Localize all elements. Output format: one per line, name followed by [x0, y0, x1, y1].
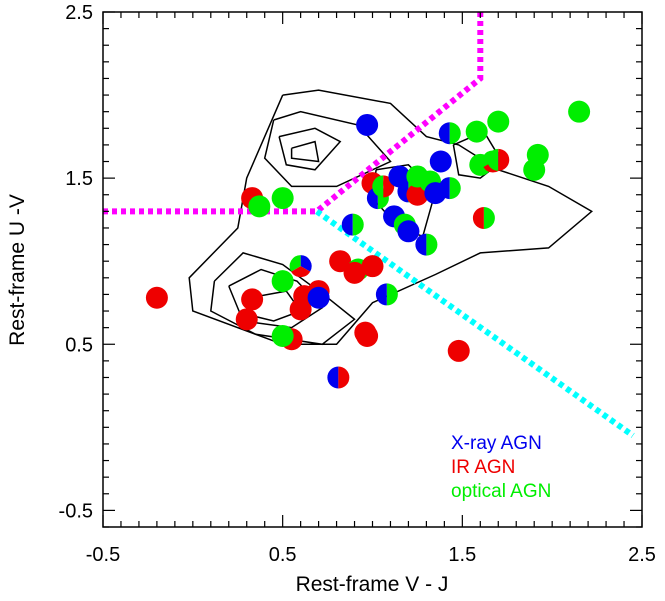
agn-point-43	[472, 207, 495, 229]
point-half-left	[438, 122, 450, 145]
legend-optical-agn: optical AGN	[451, 481, 551, 502]
point-half-right	[338, 366, 350, 389]
point-marker	[447, 339, 470, 362]
point-marker	[343, 261, 366, 284]
agn-point-6	[271, 270, 294, 293]
agn-point-37	[429, 150, 452, 173]
x-tick-labels: -0.5 0.5 1.5 2.5	[86, 544, 656, 566]
agn-point-13	[307, 286, 330, 309]
point-wedge	[291, 266, 311, 278]
agn-point-49	[568, 100, 591, 123]
point-marker	[271, 324, 294, 347]
agn-point-39	[438, 177, 461, 200]
agn-point-41	[465, 120, 488, 143]
point-half-right	[352, 213, 364, 236]
point-marker	[487, 110, 510, 133]
agn-point-18	[343, 261, 366, 284]
point-half-left	[472, 207, 484, 229]
point-marker	[361, 255, 384, 278]
point-marker	[145, 286, 168, 309]
agn-point-22	[361, 255, 384, 278]
point-marker	[241, 288, 264, 311]
y-axis-label: Rest-frame U -V	[6, 194, 29, 346]
agn-point-46	[487, 110, 510, 133]
point-marker	[465, 120, 488, 143]
point-wedge	[289, 255, 301, 272]
point-marker	[248, 195, 271, 218]
agn-point-21	[356, 113, 379, 136]
point-marker	[307, 286, 330, 309]
point-half-left	[415, 233, 427, 256]
point-marker	[568, 100, 591, 123]
point-half-right	[483, 207, 495, 229]
y-tick-label: 1.5	[65, 168, 93, 190]
x-tick-label: 0.5	[269, 544, 297, 566]
agn-point-40	[447, 339, 470, 362]
selection-lines	[103, 12, 635, 439]
agn-point-30	[397, 220, 420, 243]
agn-point-26	[375, 283, 398, 306]
point-marker	[397, 220, 420, 243]
legend-ir-agn: IR AGN	[451, 457, 515, 478]
point-marker	[429, 150, 452, 173]
point-half-right	[386, 283, 398, 306]
x-tick-label: 1.5	[448, 544, 476, 566]
point-half-left	[372, 175, 384, 198]
point-half-right	[449, 177, 461, 200]
y-tick-labels: -0.5 0.5 1.5 2.5	[59, 2, 93, 522]
y-tick-label: -0.5	[59, 500, 93, 522]
point-half-left	[397, 180, 409, 203]
agn-point-34	[415, 233, 438, 256]
agn-point-4	[235, 308, 258, 331]
selection-line-1	[315, 208, 635, 439]
agn-point-11	[289, 255, 312, 278]
x-axis-label: Rest-frame V - J	[296, 573, 449, 596]
point-half-left	[341, 213, 353, 236]
point-marker	[271, 270, 294, 293]
point-half-left	[438, 177, 450, 200]
point-marker	[356, 324, 379, 347]
contour-2	[278, 127, 342, 171]
point-wedge	[300, 255, 312, 272]
agn-point-8	[271, 324, 294, 347]
legend-xray-agn: X-ray AGN	[451, 433, 542, 454]
selection-line-0	[103, 12, 484, 215]
agn-point-2	[248, 195, 271, 218]
agn-point-38	[438, 122, 461, 145]
point-half-left	[327, 366, 339, 389]
y-tick-label: 0.5	[65, 334, 93, 356]
agn-point-14	[327, 366, 350, 389]
point-half-right	[426, 233, 438, 256]
agn-point-48	[526, 143, 549, 166]
point-marker	[526, 143, 549, 166]
point-marker	[271, 187, 294, 210]
point-marker	[235, 308, 258, 331]
point-marker	[356, 113, 379, 136]
agn-point-20	[356, 324, 379, 347]
point-half-left	[375, 283, 387, 306]
data-points	[145, 100, 591, 389]
x-tick-label: -0.5	[86, 544, 120, 566]
contour-0	[188, 89, 593, 346]
contour-4	[209, 252, 356, 346]
agn-point-5	[241, 288, 264, 311]
y-tick-label: 2.5	[65, 2, 93, 24]
plot-frame	[102, 11, 643, 528]
legend: X-ray AGN IR AGN optical AGN	[451, 433, 551, 502]
point-half-right	[498, 148, 510, 171]
agn-point-16	[341, 213, 364, 236]
x-tick-label: 2.5	[628, 544, 656, 566]
point-half-left	[487, 148, 499, 171]
agn-point-0	[145, 286, 168, 309]
point-half-right	[449, 122, 461, 145]
contour-3	[290, 140, 320, 163]
agn-point-3	[271, 187, 294, 210]
agn-point-45	[487, 148, 510, 171]
